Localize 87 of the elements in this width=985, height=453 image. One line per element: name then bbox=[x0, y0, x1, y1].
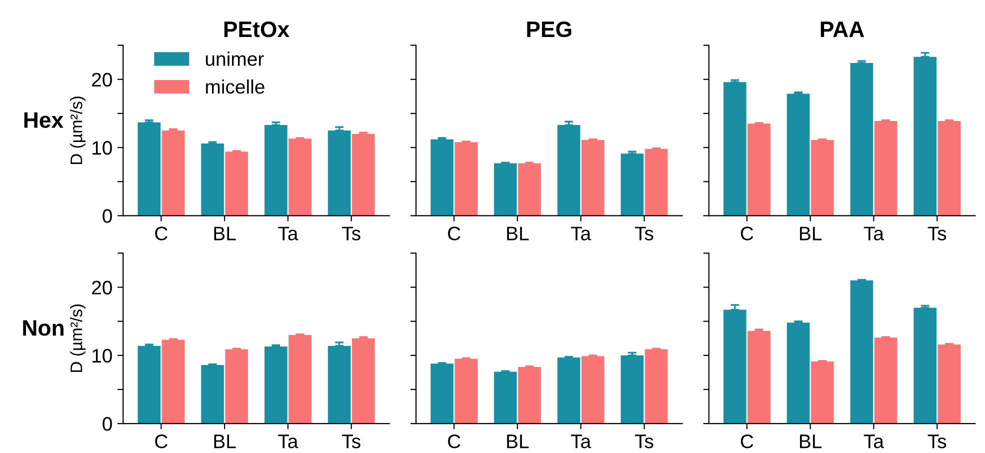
bar bbox=[850, 280, 874, 424]
bar bbox=[518, 163, 541, 216]
y-axis-title: D (µm²/s) bbox=[70, 96, 86, 164]
bar bbox=[723, 82, 746, 216]
bar bbox=[914, 56, 936, 216]
y-tick-label: 10 bbox=[92, 141, 112, 155]
x-tick-label: C bbox=[448, 226, 460, 240]
bar bbox=[874, 120, 898, 216]
legend-label: micelle bbox=[206, 79, 264, 94]
x-tick-label: C bbox=[448, 434, 460, 448]
x-tick-label: Ts bbox=[928, 226, 946, 240]
x-tick-label: Ts bbox=[634, 226, 654, 240]
bar bbox=[352, 134, 375, 216]
bar bbox=[430, 139, 454, 216]
bar bbox=[328, 346, 351, 424]
bar bbox=[518, 366, 541, 424]
bar bbox=[557, 357, 580, 424]
bar bbox=[557, 125, 580, 216]
bar bbox=[494, 163, 517, 216]
y-tick-label: 0 bbox=[102, 417, 112, 431]
bar bbox=[581, 140, 604, 216]
x-tick-label: C bbox=[155, 434, 168, 448]
bar bbox=[288, 334, 312, 424]
bar bbox=[430, 364, 454, 424]
y-tick-label: 0 bbox=[102, 209, 112, 223]
bar bbox=[938, 120, 961, 216]
bar bbox=[454, 358, 478, 424]
bar bbox=[874, 338, 898, 424]
bar bbox=[225, 349, 248, 424]
bar bbox=[162, 130, 185, 216]
legend-label: unimer bbox=[206, 52, 264, 66]
text: Hex bbox=[24, 112, 64, 128]
bar bbox=[162, 340, 185, 424]
x-tick-label: C bbox=[740, 226, 754, 240]
x-tick-label: Ta bbox=[571, 226, 592, 240]
bar bbox=[581, 356, 604, 424]
bar bbox=[328, 130, 351, 216]
bar bbox=[225, 152, 248, 216]
bar bbox=[288, 138, 312, 216]
bar bbox=[644, 148, 668, 216]
bar bbox=[850, 63, 874, 216]
chart-title: PEG bbox=[527, 21, 572, 38]
x-tick-label: C bbox=[155, 226, 168, 240]
x-tick-label: BL bbox=[214, 226, 236, 240]
x-tick-label: Ta bbox=[864, 434, 884, 448]
x-tick-label: C bbox=[740, 434, 754, 448]
x-tick-label: Ta bbox=[278, 226, 298, 240]
y-tick-label: 20 bbox=[92, 72, 112, 87]
bar bbox=[644, 349, 668, 424]
bar bbox=[138, 122, 161, 216]
x-tick-label: Ts bbox=[634, 434, 654, 448]
x-tick-label: Ts bbox=[342, 226, 360, 240]
text: Non bbox=[23, 320, 64, 336]
x-tick-label: BL bbox=[507, 434, 529, 448]
bar bbox=[748, 330, 770, 424]
bar bbox=[810, 362, 834, 424]
bar bbox=[620, 154, 644, 216]
bar bbox=[201, 364, 224, 424]
bar bbox=[454, 142, 478, 216]
bar bbox=[352, 338, 375, 424]
x-tick-label: BL bbox=[800, 434, 822, 448]
bar bbox=[264, 125, 288, 216]
bar bbox=[201, 143, 224, 216]
y-axis-title: D (µm²/s) bbox=[70, 304, 86, 372]
x-tick-label: Ts bbox=[928, 434, 946, 448]
y-tick-label: 10 bbox=[92, 348, 112, 363]
bar bbox=[723, 310, 746, 424]
bar bbox=[620, 355, 644, 424]
x-tick-label: BL bbox=[507, 226, 529, 240]
x-tick-label: Ts bbox=[342, 434, 360, 448]
x-tick-label: Ta bbox=[571, 434, 592, 448]
x-tick-label: BL bbox=[800, 226, 822, 240]
x-tick-label: Ta bbox=[278, 434, 298, 448]
bar bbox=[938, 344, 961, 424]
bar bbox=[748, 124, 770, 216]
bar bbox=[494, 372, 517, 424]
bar bbox=[264, 346, 288, 424]
x-tick-label: BL bbox=[214, 434, 236, 448]
x-tick-label: Ta bbox=[864, 226, 884, 240]
y-tick-label: 20 bbox=[92, 280, 112, 294]
bar bbox=[786, 94, 810, 216]
chart-title: PAA bbox=[820, 22, 864, 37]
bar bbox=[810, 140, 834, 216]
bar bbox=[786, 322, 810, 424]
chart-title: PEtOx bbox=[224, 21, 290, 38]
bar bbox=[138, 346, 161, 424]
bar bbox=[914, 308, 936, 424]
